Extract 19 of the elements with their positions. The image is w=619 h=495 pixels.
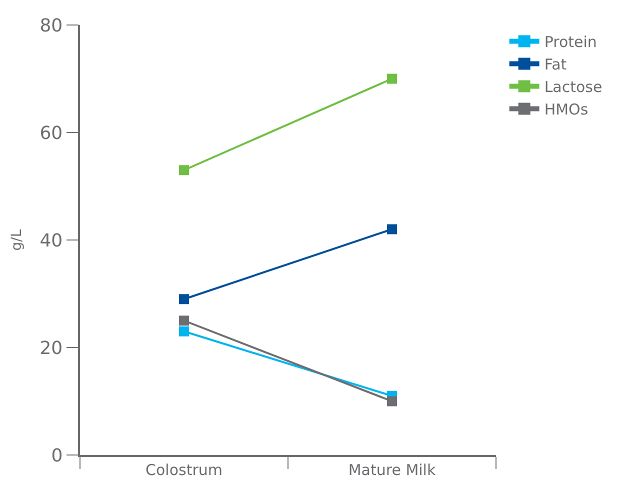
point <box>179 316 189 326</box>
legend-label: Protein <box>544 33 597 52</box>
legend-label: HMOs <box>544 100 588 119</box>
point <box>387 396 397 406</box>
point <box>179 326 189 336</box>
point <box>179 294 189 304</box>
point <box>179 165 189 176</box>
y-tick-label: 60 <box>40 122 63 144</box>
y-tick-label: 80 <box>40 15 63 36</box>
point <box>387 224 397 234</box>
legend-label: Fat <box>544 56 567 74</box>
y-axis-title: g/L <box>8 229 25 251</box>
y-tick-label: 0 <box>51 445 63 466</box>
x-tick-label: Colostrum <box>146 460 222 479</box>
x-tick-label: Mature Milk <box>348 460 436 479</box>
y-tick-label: 40 <box>40 230 63 252</box>
legend-label: Lactose <box>544 78 602 96</box>
point <box>387 74 397 84</box>
y-tick-label: 20 <box>40 338 63 359</box>
